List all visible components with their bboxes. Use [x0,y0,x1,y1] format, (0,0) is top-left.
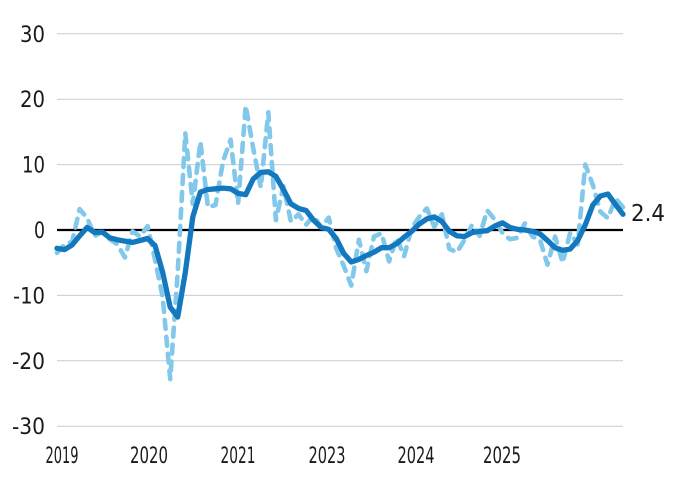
x-axis-label: 2019 [46,444,79,469]
x-axis-label: 2024 [398,444,435,469]
y-axis-label: 20 [20,88,45,113]
x-axis-label: 2020 [130,444,168,469]
y-axis-label: -20 [12,350,45,375]
y-axis-label: 30 [20,23,45,48]
x-axis-label: 2023 [309,444,346,469]
y-axis-label: 10 [22,154,45,179]
y-axis-label: -30 [12,415,45,440]
x-axis-label: 2021 [221,444,256,469]
x-axis-label: 2025 [483,444,521,469]
smoothed-series-line [54,169,626,320]
end-value-label: 2.4 [631,201,665,227]
y-axis-label: 0 [34,219,45,244]
y-axis-label: -10 [13,284,45,309]
